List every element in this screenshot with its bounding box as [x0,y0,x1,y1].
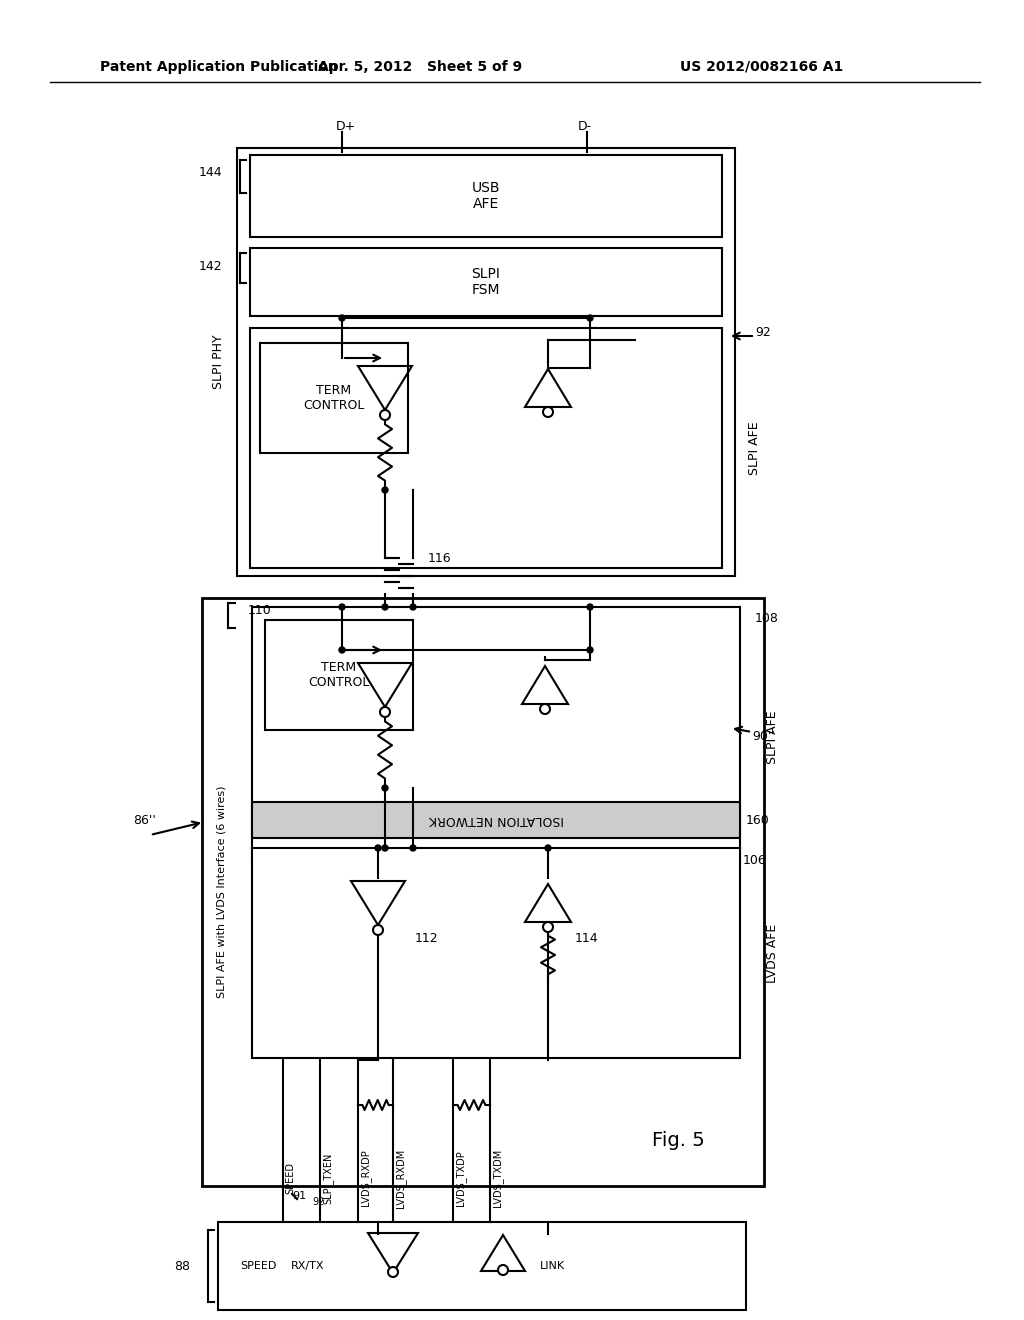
Circle shape [587,315,593,321]
Text: RX/TX: RX/TX [291,1261,325,1271]
Bar [252,847,740,1059]
Text: 110: 110 [248,603,271,616]
Text: 92: 92 [755,326,771,338]
Text: 88: 88 [174,1259,190,1272]
Text: LINK: LINK [540,1261,564,1271]
Circle shape [587,647,593,653]
Text: LVDS_TXDM: LVDS_TXDM [492,1148,503,1206]
Circle shape [380,411,390,420]
Text: Fig. 5: Fig. 5 [651,1130,705,1150]
Circle shape [339,647,345,653]
Text: SLPI_TXEN: SLPI_TXEN [322,1152,333,1204]
Text: SLPI AFE: SLPI AFE [766,710,778,764]
Bar [250,327,722,568]
Text: 160: 160 [746,813,770,826]
Circle shape [587,605,593,610]
Text: SLPI
FSM: SLPI FSM [472,267,501,297]
Text: LVDS AFE: LVDS AFE [766,924,778,982]
Text: US 2012/0082166 A1: US 2012/0082166 A1 [680,59,843,74]
Bar [237,148,735,576]
Text: 106: 106 [743,854,767,866]
Circle shape [382,785,388,791]
Text: TERM
CONTROL: TERM CONTROL [303,384,365,412]
Circle shape [388,1267,398,1276]
Circle shape [543,407,553,417]
Text: SPEED: SPEED [285,1162,295,1195]
Text: ISOLATION NETWORK: ISOLATION NETWORK [428,813,563,826]
Text: 116: 116 [428,552,452,565]
Text: USB
AFE: USB AFE [472,181,501,211]
Text: D-: D- [578,120,592,133]
Bar [250,154,722,238]
Circle shape [380,708,390,717]
Circle shape [339,605,345,610]
Text: 114: 114 [575,932,599,945]
Text: 112: 112 [415,932,438,945]
Text: 90'': 90'' [752,730,775,743]
Circle shape [545,845,551,851]
Text: Patent Application Publication: Patent Application Publication [100,59,338,74]
Circle shape [373,925,383,935]
Text: LVDS_RXDM: LVDS_RXDM [395,1148,406,1208]
Text: TERM
CONTROL: TERM CONTROL [308,661,370,689]
Text: SLPI AFE: SLPI AFE [748,421,761,475]
Bar [218,1222,746,1309]
Text: 144: 144 [199,166,222,180]
Text: 91: 91 [292,1191,306,1201]
Circle shape [382,605,388,610]
Text: 108: 108 [755,612,779,626]
Bar [202,598,764,1185]
Text: LVDS_RXDP: LVDS_RXDP [360,1150,371,1206]
Circle shape [382,845,388,851]
Circle shape [498,1265,508,1275]
Circle shape [410,845,416,851]
Circle shape [339,315,345,321]
Text: SPEED: SPEED [240,1261,276,1271]
Bar [252,607,740,867]
Circle shape [375,845,381,851]
Text: SLPI AFE with LVDS Interface (6 wires): SLPI AFE with LVDS Interface (6 wires) [217,785,227,998]
Text: SLPI PHY: SLPI PHY [213,335,225,389]
Text: D+: D+ [336,120,356,133]
Bar [265,620,413,730]
Circle shape [543,921,553,932]
Circle shape [382,487,388,492]
Bar [250,248,722,315]
Bar [252,803,740,838]
Text: 92: 92 [312,1197,325,1206]
Text: Apr. 5, 2012   Sheet 5 of 9: Apr. 5, 2012 Sheet 5 of 9 [317,59,522,74]
Circle shape [410,605,416,610]
Text: LVDS_TXDP: LVDS_TXDP [455,1150,466,1206]
Circle shape [540,704,550,714]
Bar [260,343,408,453]
Text: 142: 142 [199,260,222,272]
Text: 86'': 86'' [133,813,156,826]
